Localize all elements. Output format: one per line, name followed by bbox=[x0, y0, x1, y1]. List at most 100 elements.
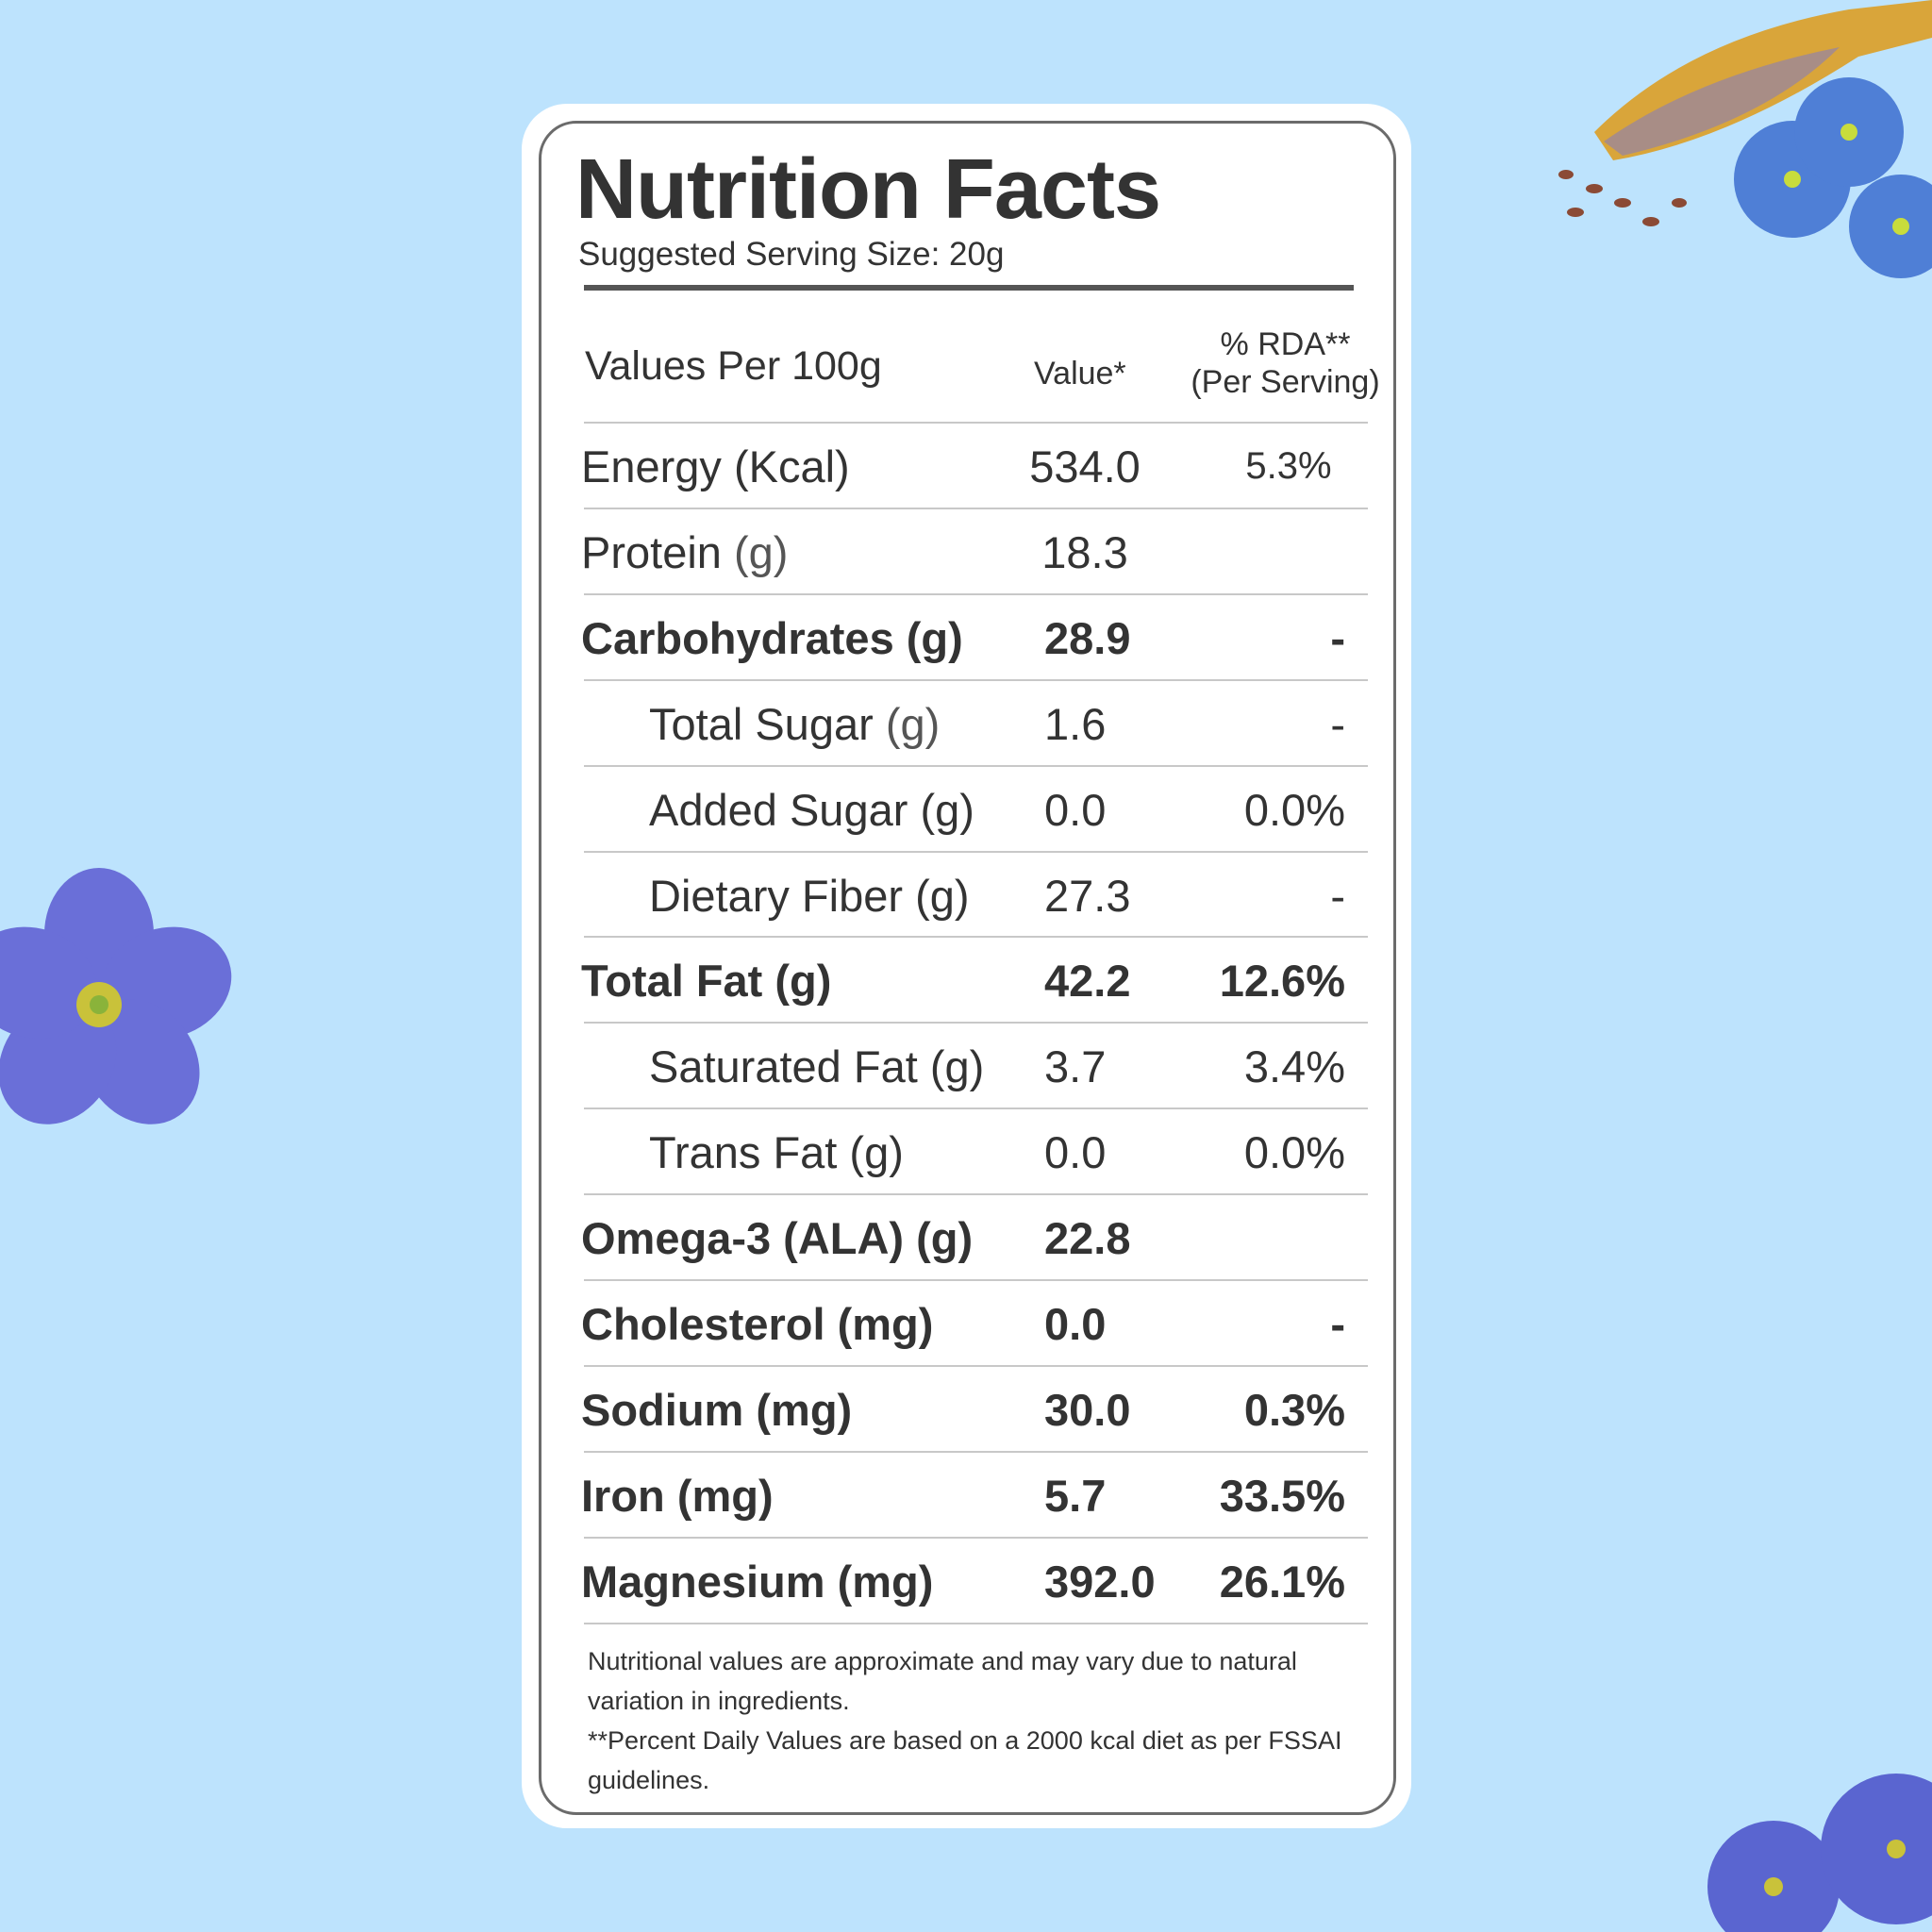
row-divider bbox=[584, 508, 1368, 509]
nutrient-name: Total Sugar bbox=[649, 699, 874, 749]
nutrient-name: Protein bbox=[581, 527, 722, 577]
nutrient-label: Omega-3 (ALA) (g) bbox=[581, 1212, 973, 1264]
nutrient-label: Total Sugar (g) bbox=[649, 698, 940, 750]
nutrient-label: Added Sugar (g) bbox=[649, 784, 974, 836]
row-divider bbox=[584, 679, 1368, 681]
nutrient-label: Dietary Fiber (g) bbox=[649, 870, 970, 922]
nutrient-value: 534.0 bbox=[1029, 441, 1141, 491]
row-divider bbox=[584, 1623, 1368, 1624]
nutrient-value: 27.3 bbox=[1044, 871, 1131, 921]
footnote: **Percent Daily Values are based on a 20… bbox=[588, 1726, 1342, 1794]
table-row: Energy (Kcal) 534.0 5.3% bbox=[0, 422, 1932, 507]
nutrient-label: Carbohydrates (g) bbox=[581, 612, 963, 664]
nutrient-label: Cholesterol (mg) bbox=[581, 1298, 933, 1350]
nutrient-value: 1.6 bbox=[1044, 699, 1107, 749]
nutrient-name: Magnesium (mg) bbox=[581, 1557, 934, 1607]
nutrient-name: Carbohydrates (g) bbox=[581, 613, 963, 663]
table-row: Protein (g) 18.3 bbox=[0, 508, 1932, 592]
nutrient-value: 22.8 bbox=[1044, 1213, 1131, 1263]
footnote: Nutritional values are approximate and m… bbox=[588, 1647, 1297, 1715]
nutrient-label: Sodium (mg) bbox=[581, 1384, 852, 1436]
nutrient-label: Trans Fat (g) bbox=[649, 1126, 904, 1178]
header-rda-line2: (Per Serving) bbox=[1191, 364, 1380, 400]
nutrient-value: 28.9 bbox=[1044, 613, 1131, 663]
nutrient-value: 18.3 bbox=[1041, 527, 1128, 577]
nutrient-value: 30.0 bbox=[1044, 1385, 1131, 1435]
nutrient-rda: - bbox=[1330, 871, 1345, 921]
row-divider bbox=[584, 1365, 1368, 1367]
nutrient-name: Dietary Fiber (g) bbox=[649, 871, 970, 921]
nutrient-label: Magnesium (mg) bbox=[581, 1556, 933, 1607]
nutrient-name: Energy (Kcal) bbox=[581, 441, 850, 491]
nutrient-value: 3.7 bbox=[1044, 1041, 1107, 1091]
row-divider bbox=[584, 1108, 1368, 1109]
nutrient-rda: 26.1% bbox=[1219, 1557, 1345, 1607]
header-value: Value* bbox=[1034, 356, 1126, 391]
nutrient-name: Omega-3 (ALA) (g) bbox=[581, 1213, 974, 1263]
nutrient-rda: 5.3% bbox=[1245, 445, 1332, 487]
nutrient-name: Iron (mg) bbox=[581, 1471, 774, 1521]
header-values-per-100g: Values Per 100g bbox=[585, 343, 882, 389]
serving-size: Suggested Serving Size: 20g bbox=[578, 236, 1005, 273]
flax-flower-icon bbox=[1707, 1774, 1932, 1932]
table-row: Trans Fat (g) 0.0 0.0% bbox=[0, 1108, 1932, 1192]
nutrient-label: Energy (Kcal) bbox=[581, 441, 850, 492]
nutrient-rda: 12.6% bbox=[1219, 956, 1345, 1006]
divider bbox=[584, 285, 1354, 291]
nutrient-label: Iron (mg) bbox=[581, 1470, 774, 1522]
nutrient-value: 0.0 bbox=[1044, 1127, 1107, 1177]
nutrient-rda: 3.4% bbox=[1243, 1041, 1345, 1091]
nutrient-name: Saturated Fat (g) bbox=[649, 1041, 985, 1091]
nutrient-unit: (g) bbox=[721, 527, 789, 577]
row-divider bbox=[584, 593, 1368, 595]
nutrient-name: Trans Fat (g) bbox=[649, 1127, 904, 1177]
table-row: Sodium (mg) 30.0 0.3% bbox=[0, 1365, 1932, 1450]
nutrient-name: Total Fat (g) bbox=[581, 956, 832, 1006]
row-divider bbox=[584, 936, 1368, 938]
nutrient-name: Added Sugar (g) bbox=[649, 785, 974, 835]
nutrient-name: Sodium (mg) bbox=[581, 1385, 853, 1435]
table-row: Total Sugar (g) 1.6 - bbox=[0, 679, 1932, 764]
nutrient-rda: 33.5% bbox=[1219, 1471, 1345, 1521]
nutrient-value: 0.0 bbox=[1044, 1299, 1107, 1349]
table-row: Omega-3 (ALA) (g) 22.8 bbox=[0, 1193, 1932, 1278]
table-row: Magnesium (mg) 392.0 26.1% bbox=[0, 1537, 1932, 1622]
table-row: Total Fat (g) 42.2 12.6% bbox=[0, 936, 1932, 1021]
flaxseed-scoop-icon bbox=[1558, 0, 1932, 278]
nutrient-rda: - bbox=[1330, 613, 1345, 663]
table-row: Added Sugar (g) 0.0 0.0% bbox=[0, 765, 1932, 850]
row-divider bbox=[584, 1451, 1368, 1453]
row-divider bbox=[584, 1279, 1368, 1281]
flax-flower-icon bbox=[0, 868, 232, 1124]
nutrient-rda: 0.3% bbox=[1243, 1385, 1345, 1435]
nutrient-name: Cholesterol (mg) bbox=[581, 1299, 934, 1349]
row-divider bbox=[584, 765, 1368, 767]
header-rda-line1: % RDA** bbox=[1220, 326, 1351, 362]
nutrient-value: 42.2 bbox=[1044, 956, 1131, 1006]
nutrient-rda: 0.0% bbox=[1243, 785, 1345, 835]
nutrient-label: Protein (g) bbox=[581, 526, 788, 578]
nutrient-rda: - bbox=[1330, 1299, 1345, 1349]
nutrition-card bbox=[522, 104, 1411, 1828]
nutrient-rda: 0.0% bbox=[1243, 1127, 1345, 1177]
header-rda: % RDA** (Per Serving) bbox=[1179, 325, 1391, 401]
nutrient-label: Total Fat (g) bbox=[581, 955, 831, 1007]
page-title: Nutrition Facts bbox=[575, 142, 1161, 237]
table-row: Carbohydrates (g) 28.9 - bbox=[0, 593, 1932, 678]
row-divider bbox=[584, 1537, 1368, 1539]
nutrient-value: 392.0 bbox=[1044, 1557, 1156, 1607]
row-divider bbox=[584, 422, 1368, 424]
table-row: Iron (mg) 5.7 33.5% bbox=[0, 1451, 1932, 1536]
row-divider bbox=[584, 851, 1368, 853]
nutrient-unit: (g) bbox=[873, 699, 941, 749]
table-row: Saturated Fat (g) 3.7 3.4% bbox=[0, 1022, 1932, 1107]
row-divider bbox=[584, 1022, 1368, 1024]
nutrient-value: 5.7 bbox=[1044, 1471, 1107, 1521]
nutrition-card-border bbox=[539, 121, 1396, 1815]
row-divider bbox=[584, 1193, 1368, 1195]
nutrient-rda: - bbox=[1330, 699, 1345, 749]
footnotes: Nutritional values are approximate and m… bbox=[588, 1641, 1342, 1800]
nutrient-value: 0.0 bbox=[1044, 785, 1107, 835]
table-row: Cholesterol (mg) 0.0 - bbox=[0, 1279, 1932, 1364]
nutrient-label: Saturated Fat (g) bbox=[649, 1041, 984, 1092]
